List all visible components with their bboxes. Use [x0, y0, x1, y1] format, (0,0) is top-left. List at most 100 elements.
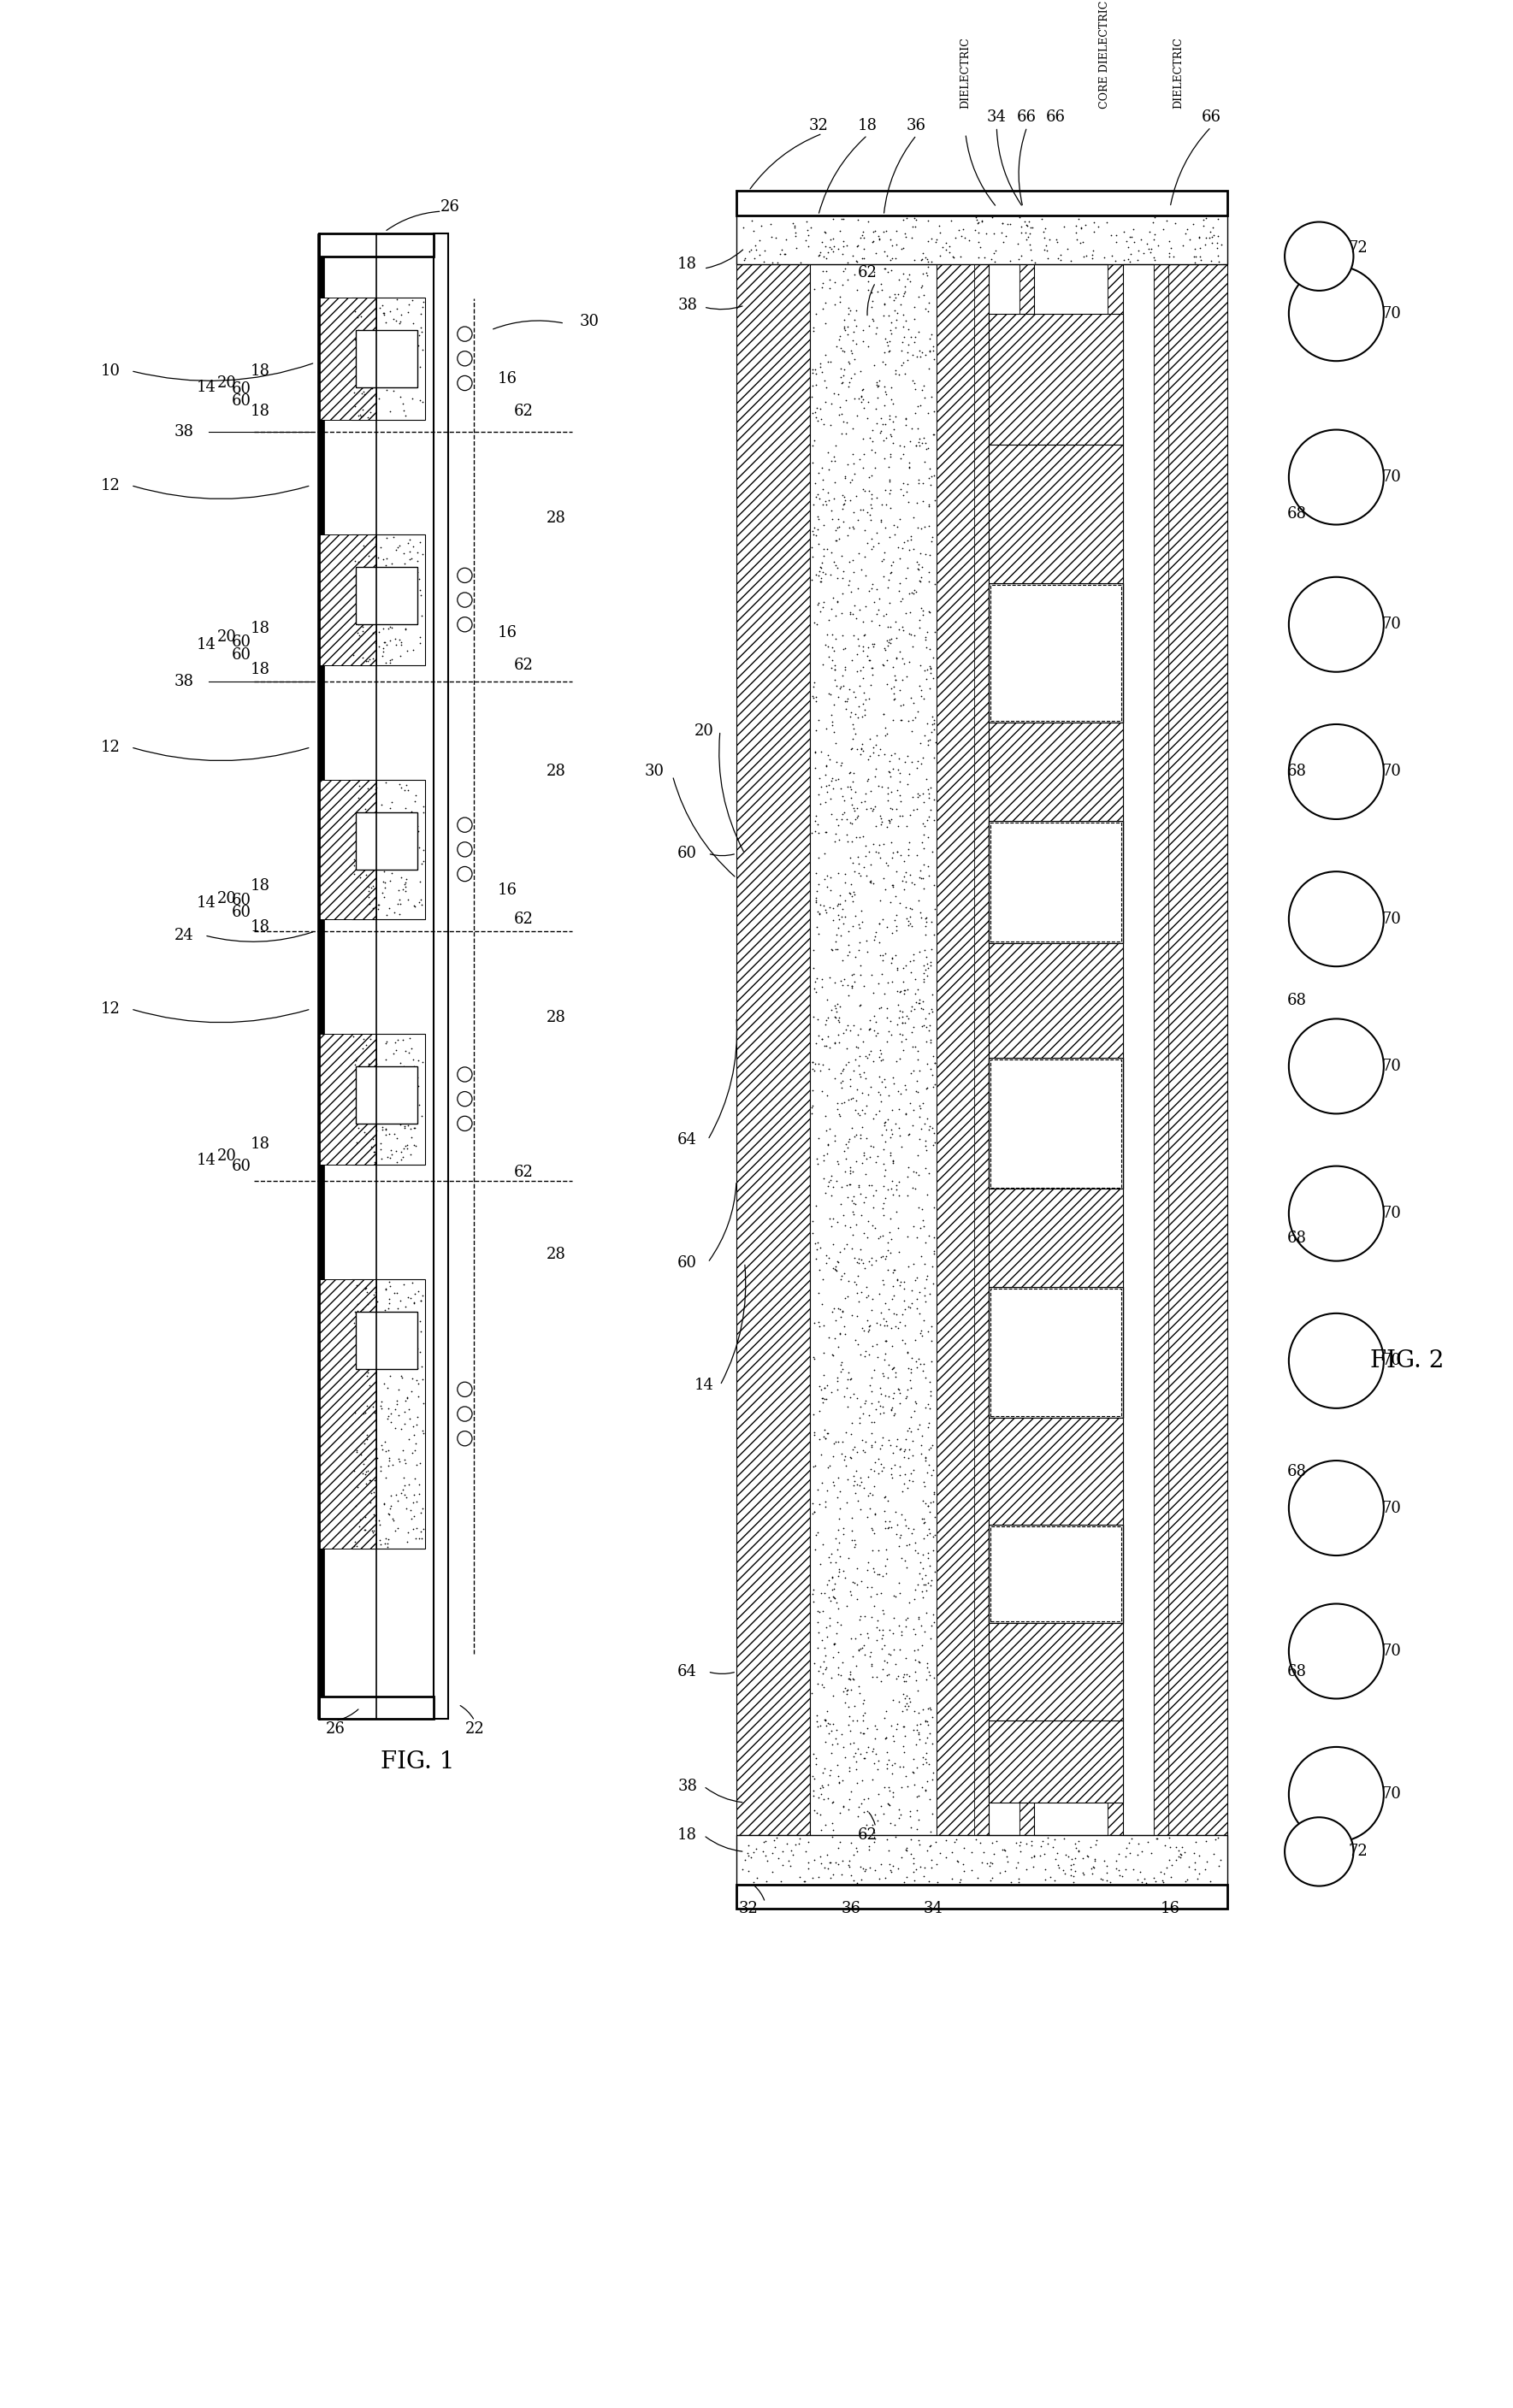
Point [879, 607, 903, 645]
Point [368, 340, 392, 378]
Text: 22: 22 [464, 1722, 484, 1736]
Point [806, 1613, 831, 1652]
Point [822, 231, 846, 270]
Point [362, 1339, 386, 1377]
Point [906, 465, 930, 503]
Point [897, 1584, 921, 1623]
Point [893, 1507, 917, 1546]
Point [840, 843, 864, 881]
Point [909, 424, 934, 462]
Text: 62: 62 [514, 1165, 534, 1180]
Point [393, 1445, 418, 1483]
Point [814, 1002, 838, 1040]
Point [363, 1462, 387, 1500]
Point [865, 1336, 890, 1375]
Point [856, 1009, 881, 1047]
Circle shape [457, 819, 472, 833]
Point [891, 686, 915, 725]
Point [918, 650, 943, 689]
Point [800, 1043, 825, 1081]
Point [409, 313, 433, 352]
Point [876, 845, 900, 884]
Point [893, 1654, 917, 1693]
Point [401, 1283, 425, 1322]
Point [806, 864, 831, 903]
Point [915, 771, 940, 809]
Point [816, 737, 840, 775]
Point [876, 253, 900, 291]
Point [918, 1825, 943, 1864]
Point [859, 792, 884, 831]
Point [816, 867, 840, 905]
Point [377, 889, 401, 927]
Point [1188, 238, 1212, 277]
Point [402, 1108, 427, 1146]
Point [372, 296, 396, 335]
Point [921, 660, 946, 698]
Point [817, 1238, 841, 1276]
Point [878, 1137, 902, 1175]
Point [1194, 1823, 1218, 1861]
Point [834, 1587, 858, 1625]
Point [891, 477, 915, 515]
Point [878, 436, 902, 474]
Point [841, 1182, 865, 1221]
Point [921, 1450, 946, 1488]
Point [846, 797, 870, 836]
Point [1108, 1857, 1132, 1895]
Point [906, 775, 930, 814]
Point [805, 872, 829, 910]
Point [389, 1327, 413, 1365]
Point [850, 1310, 875, 1348]
Point [897, 905, 921, 944]
Point [353, 1510, 377, 1548]
Point [820, 1206, 844, 1245]
Point [800, 1582, 825, 1621]
Point [847, 1038, 871, 1076]
Point [1188, 1854, 1212, 1893]
Point [378, 1267, 402, 1305]
Point [923, 612, 947, 650]
Point [826, 583, 850, 621]
Point [404, 561, 428, 600]
Point [837, 1043, 861, 1081]
Point [905, 1710, 929, 1748]
Point [744, 231, 769, 270]
Point [849, 1274, 873, 1312]
Point [894, 1019, 918, 1057]
Point [873, 1503, 897, 1541]
Point [905, 1705, 929, 1743]
Point [840, 864, 864, 903]
Point [828, 315, 852, 354]
Point [410, 1491, 434, 1529]
Point [852, 1385, 876, 1423]
Point [894, 862, 918, 901]
Point [392, 1047, 416, 1086]
Point [864, 1243, 888, 1281]
Point [354, 1464, 378, 1503]
Point [809, 1435, 834, 1474]
Point [858, 845, 882, 884]
Point [395, 568, 419, 607]
Point [868, 265, 893, 303]
Point [803, 465, 828, 503]
Point [763, 1828, 787, 1866]
Point [832, 477, 856, 515]
Point [781, 1835, 805, 1873]
Point [894, 1654, 918, 1693]
Point [380, 544, 404, 583]
Point [888, 754, 912, 792]
Text: 20: 20 [216, 1149, 236, 1163]
Point [861, 1206, 885, 1245]
Point [906, 508, 930, 547]
Point [876, 1358, 900, 1397]
Point [817, 1539, 841, 1577]
Point [1020, 1823, 1044, 1861]
Point [878, 624, 902, 662]
Point [782, 207, 806, 246]
Point [1159, 1859, 1183, 1898]
Point [890, 638, 914, 677]
Point [912, 1269, 937, 1308]
Point [911, 804, 935, 843]
Point [840, 1823, 864, 1861]
